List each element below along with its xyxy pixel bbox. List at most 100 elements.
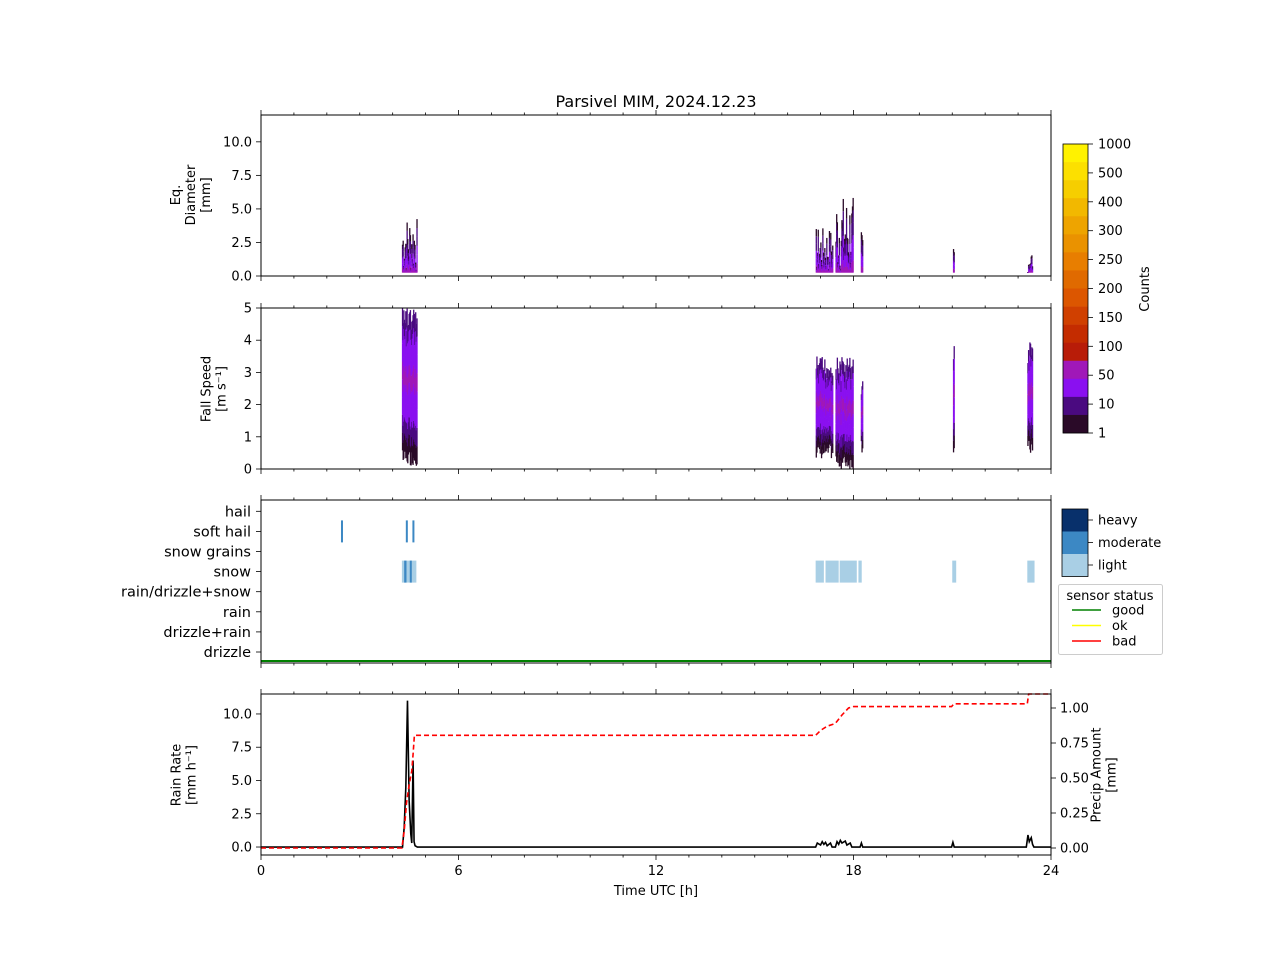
heatmap-cell: [817, 375, 819, 386]
heatmap-cell: [819, 358, 821, 371]
heatmap-cell: [840, 402, 842, 414]
heatmap-cell: [818, 384, 821, 396]
ylabel-line: Rain Rate: [170, 744, 185, 807]
heatmap-cell: [824, 260, 826, 265]
heatmap-cell: [846, 255, 848, 262]
heatmap-cell: [1027, 384, 1030, 396]
intensity-legend: heavy moderate light: [1061, 508, 1161, 577]
heatmap-cell: [852, 260, 854, 273]
heatmap-cell: [1028, 360, 1030, 371]
heatmap-cell: [846, 249, 848, 256]
y2-tick-label: 0.75: [1060, 737, 1089, 752]
heatmap-cell: [403, 269, 405, 271]
heatmap-cell: [850, 439, 852, 451]
heatmap-cell: [408, 269, 410, 273]
heatmap-cell: [851, 379, 853, 392]
heatmap-cell: [824, 252, 826, 257]
x-tick-label: 24: [1043, 864, 1060, 879]
heatmap-cell: [407, 250, 409, 256]
heatmap-cell: [846, 261, 848, 267]
heatmap-cell: [862, 389, 864, 399]
fallspeed-heatmap: [401, 308, 1034, 469]
heatmap-cell: [402, 251, 404, 257]
heatmap-cell: [1027, 418, 1030, 430]
heatmap-cell: [835, 434, 837, 446]
colorbar-cell: [1063, 144, 1088, 163]
heatmap-cell: [852, 427, 854, 442]
heatmap-cell: [827, 262, 829, 265]
heatmap-cell: [406, 423, 408, 443]
heatmap-cell: [826, 243, 828, 250]
heatmap-cell: [836, 407, 839, 420]
heatmap-cell: [818, 418, 820, 427]
heatmap-cell: [414, 268, 416, 273]
heatmap-cell: [408, 417, 410, 435]
heatmap-cell: [413, 383, 415, 403]
heatmap-cell: [838, 269, 840, 273]
heatmap-cell: [403, 261, 406, 264]
intensity-frame: [1061, 508, 1089, 577]
heatmap-cell: [415, 448, 418, 466]
heatmap-cell: [841, 437, 844, 451]
heatmap-cell: [403, 403, 405, 422]
heatmap-cell: [413, 263, 415, 266]
heatmap-cell: [824, 262, 827, 266]
heatmap-cell: [840, 271, 842, 273]
heatmap-cell: [847, 368, 849, 381]
heatmap-cell: [953, 262, 955, 266]
heatmap-cell: [862, 381, 864, 390]
heatmap-cell: [404, 264, 406, 269]
heatmap-cell: [830, 269, 833, 273]
heatmap-cell: [841, 239, 844, 248]
heatmap-cell: [820, 266, 823, 269]
heatmap-cell: [953, 409, 955, 423]
heatmap-cell: [1029, 382, 1031, 396]
heatmap-cell: [824, 248, 826, 253]
heatmap-cell: [843, 413, 846, 424]
heatmap-cell: [412, 240, 414, 248]
heatmap-cell: [823, 426, 825, 436]
heatmap-cell: [837, 403, 839, 416]
heatmap-cell: [826, 379, 829, 388]
heatmap-cell: [828, 385, 830, 395]
rain-rate-line: [261, 700, 1051, 848]
diameter-ticks: 0.0 2.5 5.0 7.5 10.0: [223, 110, 1052, 285]
heatmap-cell: [403, 319, 406, 337]
heatmap-cell: [825, 442, 827, 452]
heatmap-cell: [828, 439, 830, 449]
heatmap-cell: [413, 268, 415, 270]
heatmap-cell: [411, 253, 413, 259]
heatmap-cell: [820, 257, 822, 263]
heatmap-cell: [861, 235, 863, 242]
heatmap-cell: [416, 263, 418, 273]
heatmap-cell: [403, 347, 405, 366]
heatmap-cell: [844, 234, 846, 241]
intensity-label: moderate: [1098, 536, 1161, 551]
heatmap-cell: [844, 398, 846, 410]
heatmap-cell: [861, 260, 863, 267]
heatmap-cell: [409, 329, 411, 348]
heatmap-cell: [824, 371, 826, 383]
heatmap-cell: [825, 266, 827, 269]
heatmap-cell: [820, 264, 823, 267]
heatmap-cell: [818, 373, 821, 385]
heatmap-cell: [840, 446, 842, 458]
intensity-swatch: [1062, 554, 1088, 577]
heatmap-cell: [820, 373, 823, 386]
heatmap-cell: [1029, 422, 1031, 437]
heatmap-cell: [831, 265, 833, 268]
colorbar-cell: [1063, 396, 1088, 416]
heatmap-cell: [836, 389, 838, 400]
heatmap-cell: [839, 387, 841, 401]
heatmap-cell: [413, 266, 415, 269]
heatmap-cell: [838, 261, 840, 267]
heatmap-cell: [403, 270, 406, 273]
heatmap-cell: [415, 262, 417, 265]
heatmap-cell: [851, 250, 854, 262]
heatmap-cell: [410, 321, 412, 340]
ylabel-line: [mm]: [1105, 757, 1120, 792]
heatmap-cell: [411, 360, 413, 376]
heatmap-cell: [822, 262, 825, 266]
